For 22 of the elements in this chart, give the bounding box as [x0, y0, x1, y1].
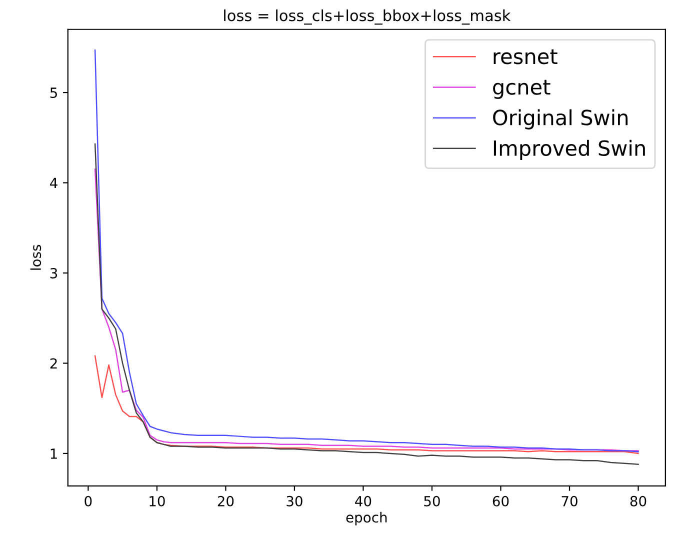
legend-label: Improved Swin [494, 140, 645, 160]
y-tick-label: 1 [50, 448, 57, 459]
x-tick-label: 40 [355, 496, 372, 506]
y-tick-label: 4 [50, 178, 58, 188]
x-tick-label: 30 [286, 496, 302, 506]
x-tick-label: 50 [424, 496, 440, 506]
y-tick-label: 3 [50, 268, 58, 278]
legend-label: gcnet [493, 80, 550, 99]
x-tick-label: 0 [84, 496, 92, 506]
line-series [94, 355, 639, 454]
x-tick-label: 10 [150, 496, 165, 506]
y-tick-label: 2 [50, 358, 57, 368]
x-tick-label: 70 [562, 496, 578, 506]
y-axis-title: loss [30, 244, 42, 270]
x-tick-label: 20 [218, 496, 234, 506]
x-tick-label: 60 [492, 496, 509, 506]
x-tick-label: 80 [630, 496, 646, 506]
legend-label: Original Swin [493, 109, 628, 130]
legend-label: resnet [494, 49, 558, 64]
y-tick-label: 5 [50, 88, 57, 98]
chart-title: loss = loss_cls+loss_bbox+loss_mask [224, 9, 511, 25]
x-axis-title: epoch [346, 512, 387, 526]
